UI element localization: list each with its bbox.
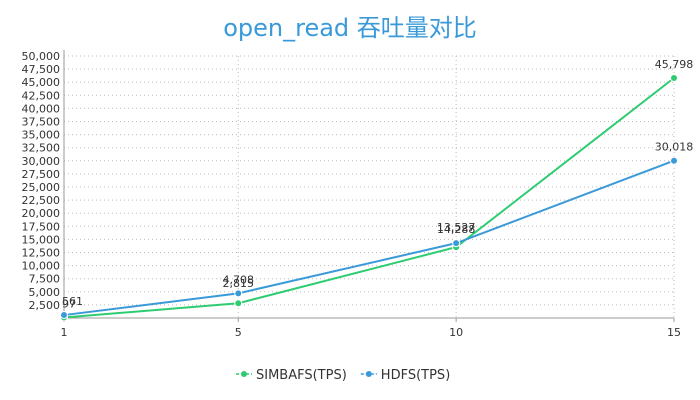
data-point[interactable] bbox=[234, 299, 243, 308]
x-tick-label: 15 bbox=[667, 326, 681, 339]
y-tick-label: 2,500 bbox=[29, 299, 61, 312]
data-label: 97 bbox=[62, 297, 76, 310]
data-point[interactable] bbox=[452, 239, 461, 248]
data-label: 45,798 bbox=[655, 58, 694, 71]
y-tick-label: 22,500 bbox=[22, 194, 61, 207]
y-tick-label: 30,000 bbox=[22, 155, 61, 168]
y-tick-label: 15,000 bbox=[22, 233, 61, 246]
y-tick-label: 32,500 bbox=[22, 142, 61, 155]
y-tick-label: 27,500 bbox=[22, 168, 61, 181]
y-tick-label: 10,000 bbox=[22, 260, 61, 273]
legend-marker bbox=[365, 371, 372, 377]
legend-entry[interactable]: SIMBAFS(TPS) bbox=[256, 368, 347, 383]
data-label: 13,527 bbox=[437, 221, 476, 234]
y-tick-label: 45,000 bbox=[22, 76, 61, 89]
y-tick-label: 42,500 bbox=[22, 89, 61, 102]
series-line bbox=[63, 159, 675, 317]
data-label: 4,708 bbox=[223, 273, 255, 286]
data-label: 30,018 bbox=[655, 141, 694, 154]
series-lines bbox=[60, 74, 678, 322]
y-tick-label: 20,000 bbox=[22, 207, 61, 220]
chart-title: open_read 吞吐量对比 bbox=[223, 14, 477, 42]
y-tick-label: 37,500 bbox=[22, 116, 61, 129]
y-tick-label: 12,500 bbox=[22, 247, 61, 260]
data-point[interactable] bbox=[670, 74, 678, 83]
data-label: 561 bbox=[62, 295, 83, 308]
series-line bbox=[63, 77, 675, 319]
y-tick-label: 5,000 bbox=[29, 286, 61, 299]
y-tick-label: 50,000 bbox=[22, 50, 61, 63]
legend-marker bbox=[241, 371, 247, 377]
legend-entry[interactable]: HDFS(TPS) bbox=[381, 368, 450, 383]
y-tick-label: 25,000 bbox=[22, 181, 61, 194]
y-tick-label: 7,500 bbox=[29, 273, 61, 286]
x-tick-label: 1 bbox=[61, 326, 68, 339]
data-labels: 97 2,815 13,527 45,798 561 4,708 14,288 30,018 bbox=[62, 58, 693, 310]
x-tick-label: 10 bbox=[449, 326, 463, 339]
data-point[interactable] bbox=[670, 156, 678, 165]
data-label: 2,815 bbox=[223, 277, 255, 290]
y-tick-label: 47,500 bbox=[22, 63, 61, 76]
legend[interactable]: SIMBAFS(TPS) HDFS(TPS) bbox=[236, 368, 450, 383]
x-tick-label: 5 bbox=[235, 326, 242, 339]
y-tick-label: 35,000 bbox=[22, 129, 61, 142]
y-tick-label: 17,500 bbox=[22, 220, 61, 233]
gridlines bbox=[64, 55, 675, 318]
y-tick-label: 40,000 bbox=[22, 102, 61, 115]
axes: 2,5005,0007,50010,00012,50015,00017,5002… bbox=[22, 50, 681, 339]
data-point[interactable] bbox=[60, 311, 68, 320]
data-point[interactable] bbox=[234, 289, 243, 298]
data-label: 14,288 bbox=[437, 223, 476, 236]
